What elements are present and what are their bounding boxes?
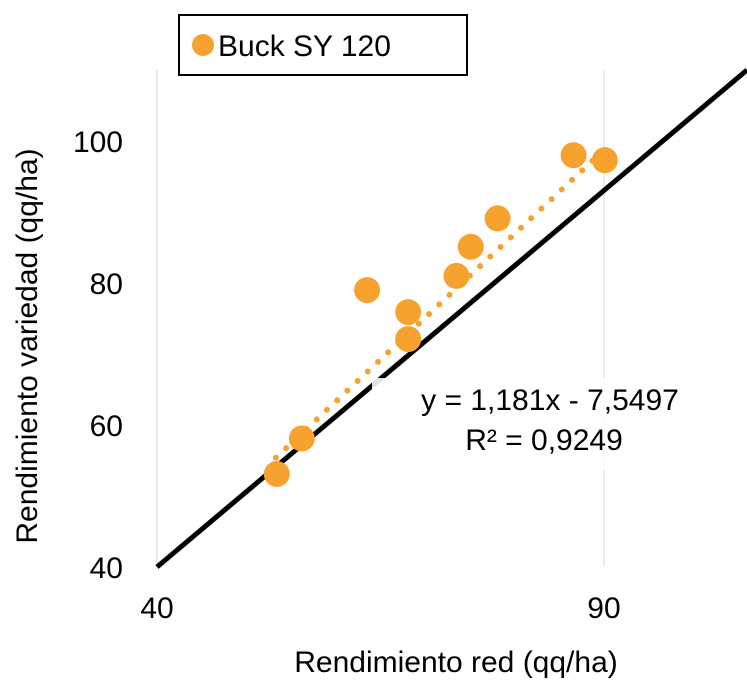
legend-box [178, 14, 468, 76]
data-point [560, 142, 587, 169]
data-point [443, 262, 470, 289]
trendline-r-squared: R² = 0,9249 [465, 424, 623, 457]
data-point [288, 425, 315, 452]
data-point [263, 460, 290, 487]
x-axis-title: Rendimiento red (qq/ha) [294, 646, 618, 679]
equation-box: y = 1,181x - 7,5497 R² = 0,9249 [372, 378, 718, 470]
y-tick-label: 40 [90, 552, 123, 585]
y-tick-label: 60 [90, 410, 123, 443]
y-axis-title: Rendimiento variedad (qq/ha) [11, 148, 44, 543]
trendline [272, 146, 608, 461]
data-point [395, 326, 422, 353]
legend: Buck SY 120 [178, 14, 468, 76]
y-tick-label: 80 [90, 268, 123, 301]
tick-labels: 40 90 40 60 80 100 [73, 126, 621, 625]
data-point [354, 277, 381, 304]
data-point [591, 147, 618, 174]
data-points [263, 142, 618, 487]
legend-marker [192, 34, 214, 56]
data-point [457, 233, 484, 260]
reference-line-group [155, 68, 747, 569]
reference-line [155, 68, 747, 569]
equation-box-background [372, 378, 718, 470]
y-tick-label: 100 [73, 126, 123, 159]
x-tick-label: 90 [587, 592, 620, 625]
trendline-group [272, 146, 608, 461]
legend-label: Buck SY 120 [218, 30, 391, 63]
data-point [484, 205, 511, 232]
trendline-equation: y = 1,181x - 7,5497 [421, 384, 679, 417]
data-point [395, 299, 422, 326]
x-tick-label: 40 [140, 592, 173, 625]
